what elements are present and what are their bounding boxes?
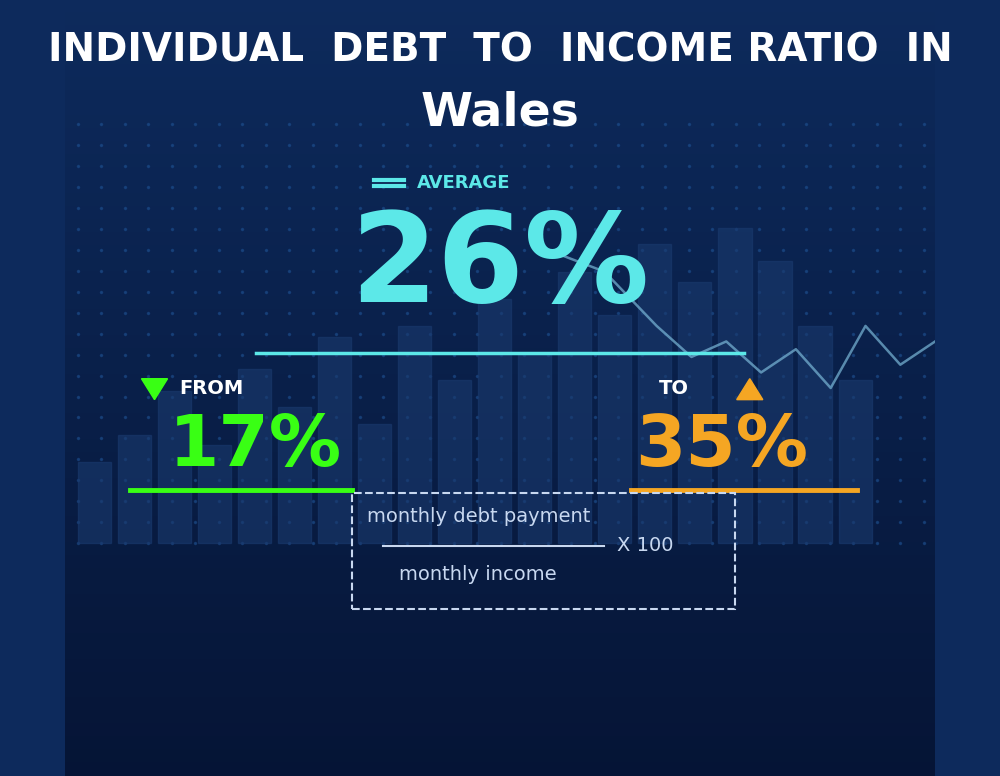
Bar bbox=[65, 466, 935, 479]
Bar bbox=[65, 595, 935, 608]
Bar bbox=[65, 130, 935, 142]
Bar bbox=[65, 39, 935, 52]
Bar bbox=[65, 414, 935, 427]
Bar bbox=[65, 530, 935, 543]
Bar bbox=[638, 244, 671, 543]
Bar bbox=[65, 646, 935, 660]
Bar bbox=[198, 445, 231, 543]
Text: 35%: 35% bbox=[635, 412, 808, 480]
Bar bbox=[758, 261, 792, 543]
Bar bbox=[438, 380, 471, 543]
Bar bbox=[358, 424, 391, 543]
Bar bbox=[65, 673, 935, 685]
Bar bbox=[238, 369, 271, 543]
Bar bbox=[65, 504, 935, 518]
Bar bbox=[65, 375, 935, 388]
Bar bbox=[65, 349, 935, 362]
Bar bbox=[839, 380, 872, 543]
Bar bbox=[65, 13, 935, 26]
Bar bbox=[398, 326, 431, 543]
Bar bbox=[65, 543, 935, 556]
Bar bbox=[158, 391, 191, 543]
Text: Wales: Wales bbox=[421, 90, 579, 135]
Bar bbox=[65, 168, 935, 181]
Bar bbox=[718, 228, 752, 543]
Bar bbox=[65, 556, 935, 569]
Text: monthly income: monthly income bbox=[399, 565, 557, 584]
Text: AVERAGE: AVERAGE bbox=[417, 174, 511, 192]
Bar bbox=[65, 233, 935, 246]
Bar bbox=[65, 479, 935, 491]
Bar bbox=[65, 194, 935, 207]
Bar bbox=[65, 142, 935, 155]
Bar bbox=[558, 272, 591, 543]
Text: FROM: FROM bbox=[180, 379, 244, 398]
Bar bbox=[65, 258, 935, 272]
Bar bbox=[65, 491, 935, 504]
Bar bbox=[65, 272, 935, 285]
Bar bbox=[478, 299, 511, 543]
Polygon shape bbox=[141, 379, 168, 400]
Bar bbox=[65, 103, 935, 116]
Bar bbox=[65, 116, 935, 130]
Polygon shape bbox=[737, 379, 763, 400]
Bar bbox=[65, 362, 935, 375]
Text: 26%: 26% bbox=[350, 207, 650, 328]
Bar bbox=[65, 712, 935, 724]
Bar bbox=[65, 26, 935, 39]
Bar bbox=[65, 297, 935, 310]
Bar bbox=[65, 724, 935, 737]
Bar bbox=[65, 685, 935, 698]
Bar bbox=[65, 285, 935, 297]
Bar bbox=[65, 452, 935, 466]
Bar bbox=[65, 737, 935, 750]
Bar bbox=[65, 401, 935, 414]
Text: X 100: X 100 bbox=[617, 536, 674, 555]
Bar bbox=[65, 660, 935, 673]
Bar bbox=[65, 78, 935, 91]
Bar bbox=[78, 462, 111, 543]
Bar bbox=[65, 763, 935, 776]
Bar bbox=[65, 569, 935, 582]
Bar bbox=[65, 582, 935, 595]
Bar bbox=[65, 207, 935, 220]
Bar bbox=[118, 435, 151, 543]
Bar bbox=[65, 0, 935, 13]
Bar bbox=[65, 388, 935, 401]
Bar bbox=[65, 750, 935, 763]
Text: INDIVIDUAL  DEBT  TO  INCOME RATIO  IN: INDIVIDUAL DEBT TO INCOME RATIO IN bbox=[48, 32, 952, 69]
Bar bbox=[798, 326, 832, 543]
Text: monthly debt payment: monthly debt payment bbox=[367, 507, 590, 525]
Bar bbox=[65, 324, 935, 336]
Bar bbox=[65, 64, 935, 78]
Text: TO: TO bbox=[658, 379, 688, 398]
Bar bbox=[65, 427, 935, 440]
Bar bbox=[65, 155, 935, 168]
Bar bbox=[518, 353, 551, 543]
Bar bbox=[65, 634, 935, 646]
Bar bbox=[65, 518, 935, 530]
Bar bbox=[65, 621, 935, 634]
Bar bbox=[65, 440, 935, 452]
Bar bbox=[65, 181, 935, 194]
Bar bbox=[65, 246, 935, 258]
Bar bbox=[65, 91, 935, 103]
Bar bbox=[678, 282, 711, 543]
Bar bbox=[65, 220, 935, 233]
Bar bbox=[65, 698, 935, 712]
Bar bbox=[65, 608, 935, 621]
Bar bbox=[318, 337, 351, 543]
Text: 17%: 17% bbox=[169, 412, 342, 480]
Bar bbox=[598, 315, 631, 543]
Bar bbox=[65, 310, 935, 324]
Bar bbox=[278, 407, 311, 543]
Bar bbox=[65, 52, 935, 64]
Bar bbox=[65, 336, 935, 349]
